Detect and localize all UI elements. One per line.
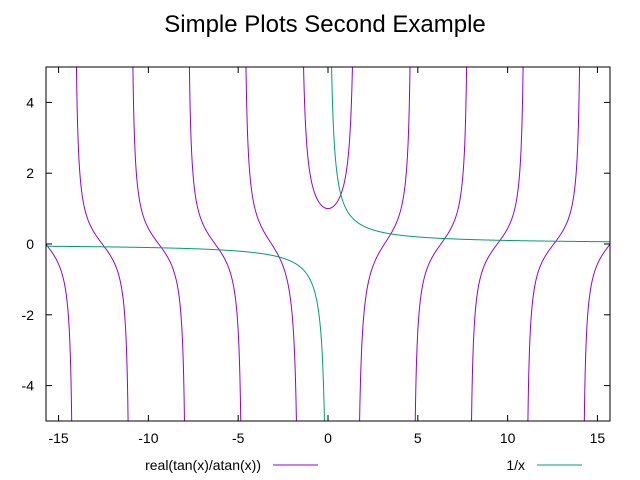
x-tick-label: 5 [414,430,422,446]
x-tick-label: 0 [324,430,332,446]
x-tick-label: 10 [500,430,516,446]
series-line-2 [46,67,610,421]
x-tick-label: -5 [232,430,245,446]
legend: real(tan(x)/atan(x)) 1/x [145,457,582,473]
chart-title: Simple Plots Second Example [164,11,486,38]
x-tick-label: 15 [590,430,606,446]
plot-frame [45,66,611,422]
y-tick-label: -2 [22,307,35,323]
series-line-1 [46,67,610,421]
series-layer [46,67,610,421]
y-tick-label: 4 [26,94,34,110]
x-tick-label: -10 [138,430,158,446]
legend-label-2: 1/x [506,457,525,473]
x-tick-label: -15 [48,430,68,446]
x-axis: -15 -10 -5 0 5 10 15 [48,67,605,446]
y-tick-label: 2 [26,165,34,181]
legend-label-1: real(tan(x)/atan(x)) [145,457,261,473]
y-tick-label: -4 [22,378,35,394]
y-tick-label: 0 [26,236,34,252]
y-axis: -4 -2 0 2 4 [22,94,610,394]
